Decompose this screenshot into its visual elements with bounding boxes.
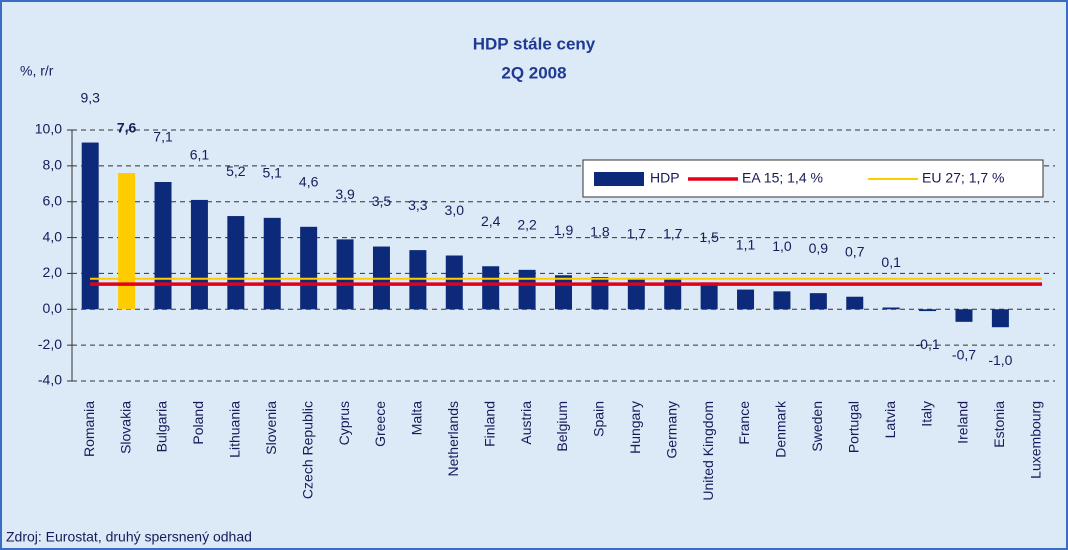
legend-swatch xyxy=(594,172,644,186)
bar xyxy=(700,282,718,310)
x-tick-label: Slovenia xyxy=(263,401,279,455)
data-label: 3,9 xyxy=(335,186,355,202)
legend-label: HDP xyxy=(650,170,680,186)
x-tick-label: Austria xyxy=(518,401,534,445)
bar xyxy=(627,278,645,310)
data-label: -1,0 xyxy=(988,352,1012,368)
data-label: -0,1 xyxy=(916,336,940,352)
bar xyxy=(81,142,99,310)
bar xyxy=(591,277,609,310)
data-label: 0,1 xyxy=(881,254,901,270)
y-tick-label: 10,0 xyxy=(35,121,62,137)
y-tick-label: 4,0 xyxy=(43,228,63,244)
data-label: 9,3 xyxy=(80,89,100,105)
data-label: 6,1 xyxy=(190,147,210,163)
data-label: 3,3 xyxy=(408,197,428,213)
data-label: -0,7 xyxy=(952,347,976,363)
bar xyxy=(846,296,864,310)
x-tick-label: Belgium xyxy=(554,401,570,452)
x-tick-label: Germany xyxy=(663,401,679,459)
y-tick-label: -2,0 xyxy=(38,336,62,352)
bar xyxy=(336,239,354,310)
data-label: 2,2 xyxy=(517,217,537,233)
x-tick-label: France xyxy=(736,401,752,445)
y-tick-label: 2,0 xyxy=(43,264,63,280)
x-tick-label: Luxembourg xyxy=(1027,401,1043,479)
x-tick-label: Poland xyxy=(190,401,206,445)
y-tick-label: -4,0 xyxy=(38,372,62,388)
data-label: 1,5 xyxy=(699,229,719,245)
x-tick-label: Spain xyxy=(591,401,607,437)
bar xyxy=(991,309,1009,328)
data-label: 1,8 xyxy=(590,224,610,240)
bar xyxy=(482,266,500,310)
data-label: 1,9 xyxy=(554,222,574,238)
bar xyxy=(118,173,136,310)
y-tick-label: 0,0 xyxy=(43,300,63,316)
bar xyxy=(263,217,281,310)
data-label: 1,0 xyxy=(772,238,792,254)
x-tick-label: Finland xyxy=(481,401,497,447)
x-tick-label: Portugal xyxy=(845,401,861,453)
data-label: 0,9 xyxy=(809,240,829,256)
data-label: 1,7 xyxy=(663,226,683,242)
x-tick-label: United Kingdom xyxy=(700,401,716,501)
x-tick-label: Malta xyxy=(409,401,425,435)
x-tick-label: Latvia xyxy=(882,401,898,439)
bar xyxy=(919,309,937,312)
legend-box xyxy=(582,159,1044,198)
bar xyxy=(809,293,827,310)
data-label: 7,1 xyxy=(153,129,173,145)
x-tick-label: Slovakia xyxy=(117,401,133,454)
data-label: 5,2 xyxy=(226,163,246,179)
data-label: 7,6 xyxy=(117,120,137,136)
y-tick-label: 6,0 xyxy=(43,192,63,208)
bar xyxy=(664,278,682,310)
x-tick-label: Cyprus xyxy=(336,401,352,445)
bar xyxy=(300,226,318,310)
data-label: 3,0 xyxy=(445,202,465,218)
bar xyxy=(154,181,172,310)
x-tick-label: Hungary xyxy=(627,401,643,454)
data-label: 1,7 xyxy=(627,226,647,242)
legend-label: EU 27; 1,7 % xyxy=(922,170,1005,186)
bar xyxy=(882,307,900,310)
x-tick-label: Italy xyxy=(918,401,934,427)
x-tick-label: Romania xyxy=(81,401,97,457)
x-tick-label: Estonia xyxy=(991,401,1007,448)
x-tick-label: Denmark xyxy=(773,400,789,458)
bar xyxy=(227,216,245,310)
x-tick-label: Greece xyxy=(372,401,388,447)
data-label: 5,1 xyxy=(263,165,283,181)
y-tick-label: 8,0 xyxy=(43,157,63,173)
data-label: 0,7 xyxy=(845,243,865,259)
bar xyxy=(773,291,791,310)
bar xyxy=(955,309,973,322)
x-tick-label: Czech Republic xyxy=(299,401,315,499)
x-tick-label: Bulgaria xyxy=(154,401,170,453)
source: Zdroj: Eurostat, druhý spersnený odhad xyxy=(6,529,252,545)
bar xyxy=(555,275,572,310)
chart-title: HDP stále ceny xyxy=(473,34,596,53)
data-label: 3,5 xyxy=(372,193,392,209)
data-label: 1,1 xyxy=(736,236,756,252)
chart-subtitle: 2Q 2008 xyxy=(501,63,566,82)
bar xyxy=(737,289,755,310)
x-tick-label: Netherlands xyxy=(445,401,461,477)
bar xyxy=(518,269,536,310)
data-label: 4,6 xyxy=(299,174,319,190)
x-tick-label: Ireland xyxy=(955,401,971,444)
bar xyxy=(445,255,463,310)
y-axis-label: %, r/r xyxy=(20,63,54,79)
x-tick-label: Sweden xyxy=(809,401,825,452)
data-label: 2,4 xyxy=(481,213,501,229)
x-tick-label: Lithuania xyxy=(227,401,243,458)
legend-label: EA 15; 1,4 % xyxy=(742,170,823,186)
bar xyxy=(190,199,208,310)
